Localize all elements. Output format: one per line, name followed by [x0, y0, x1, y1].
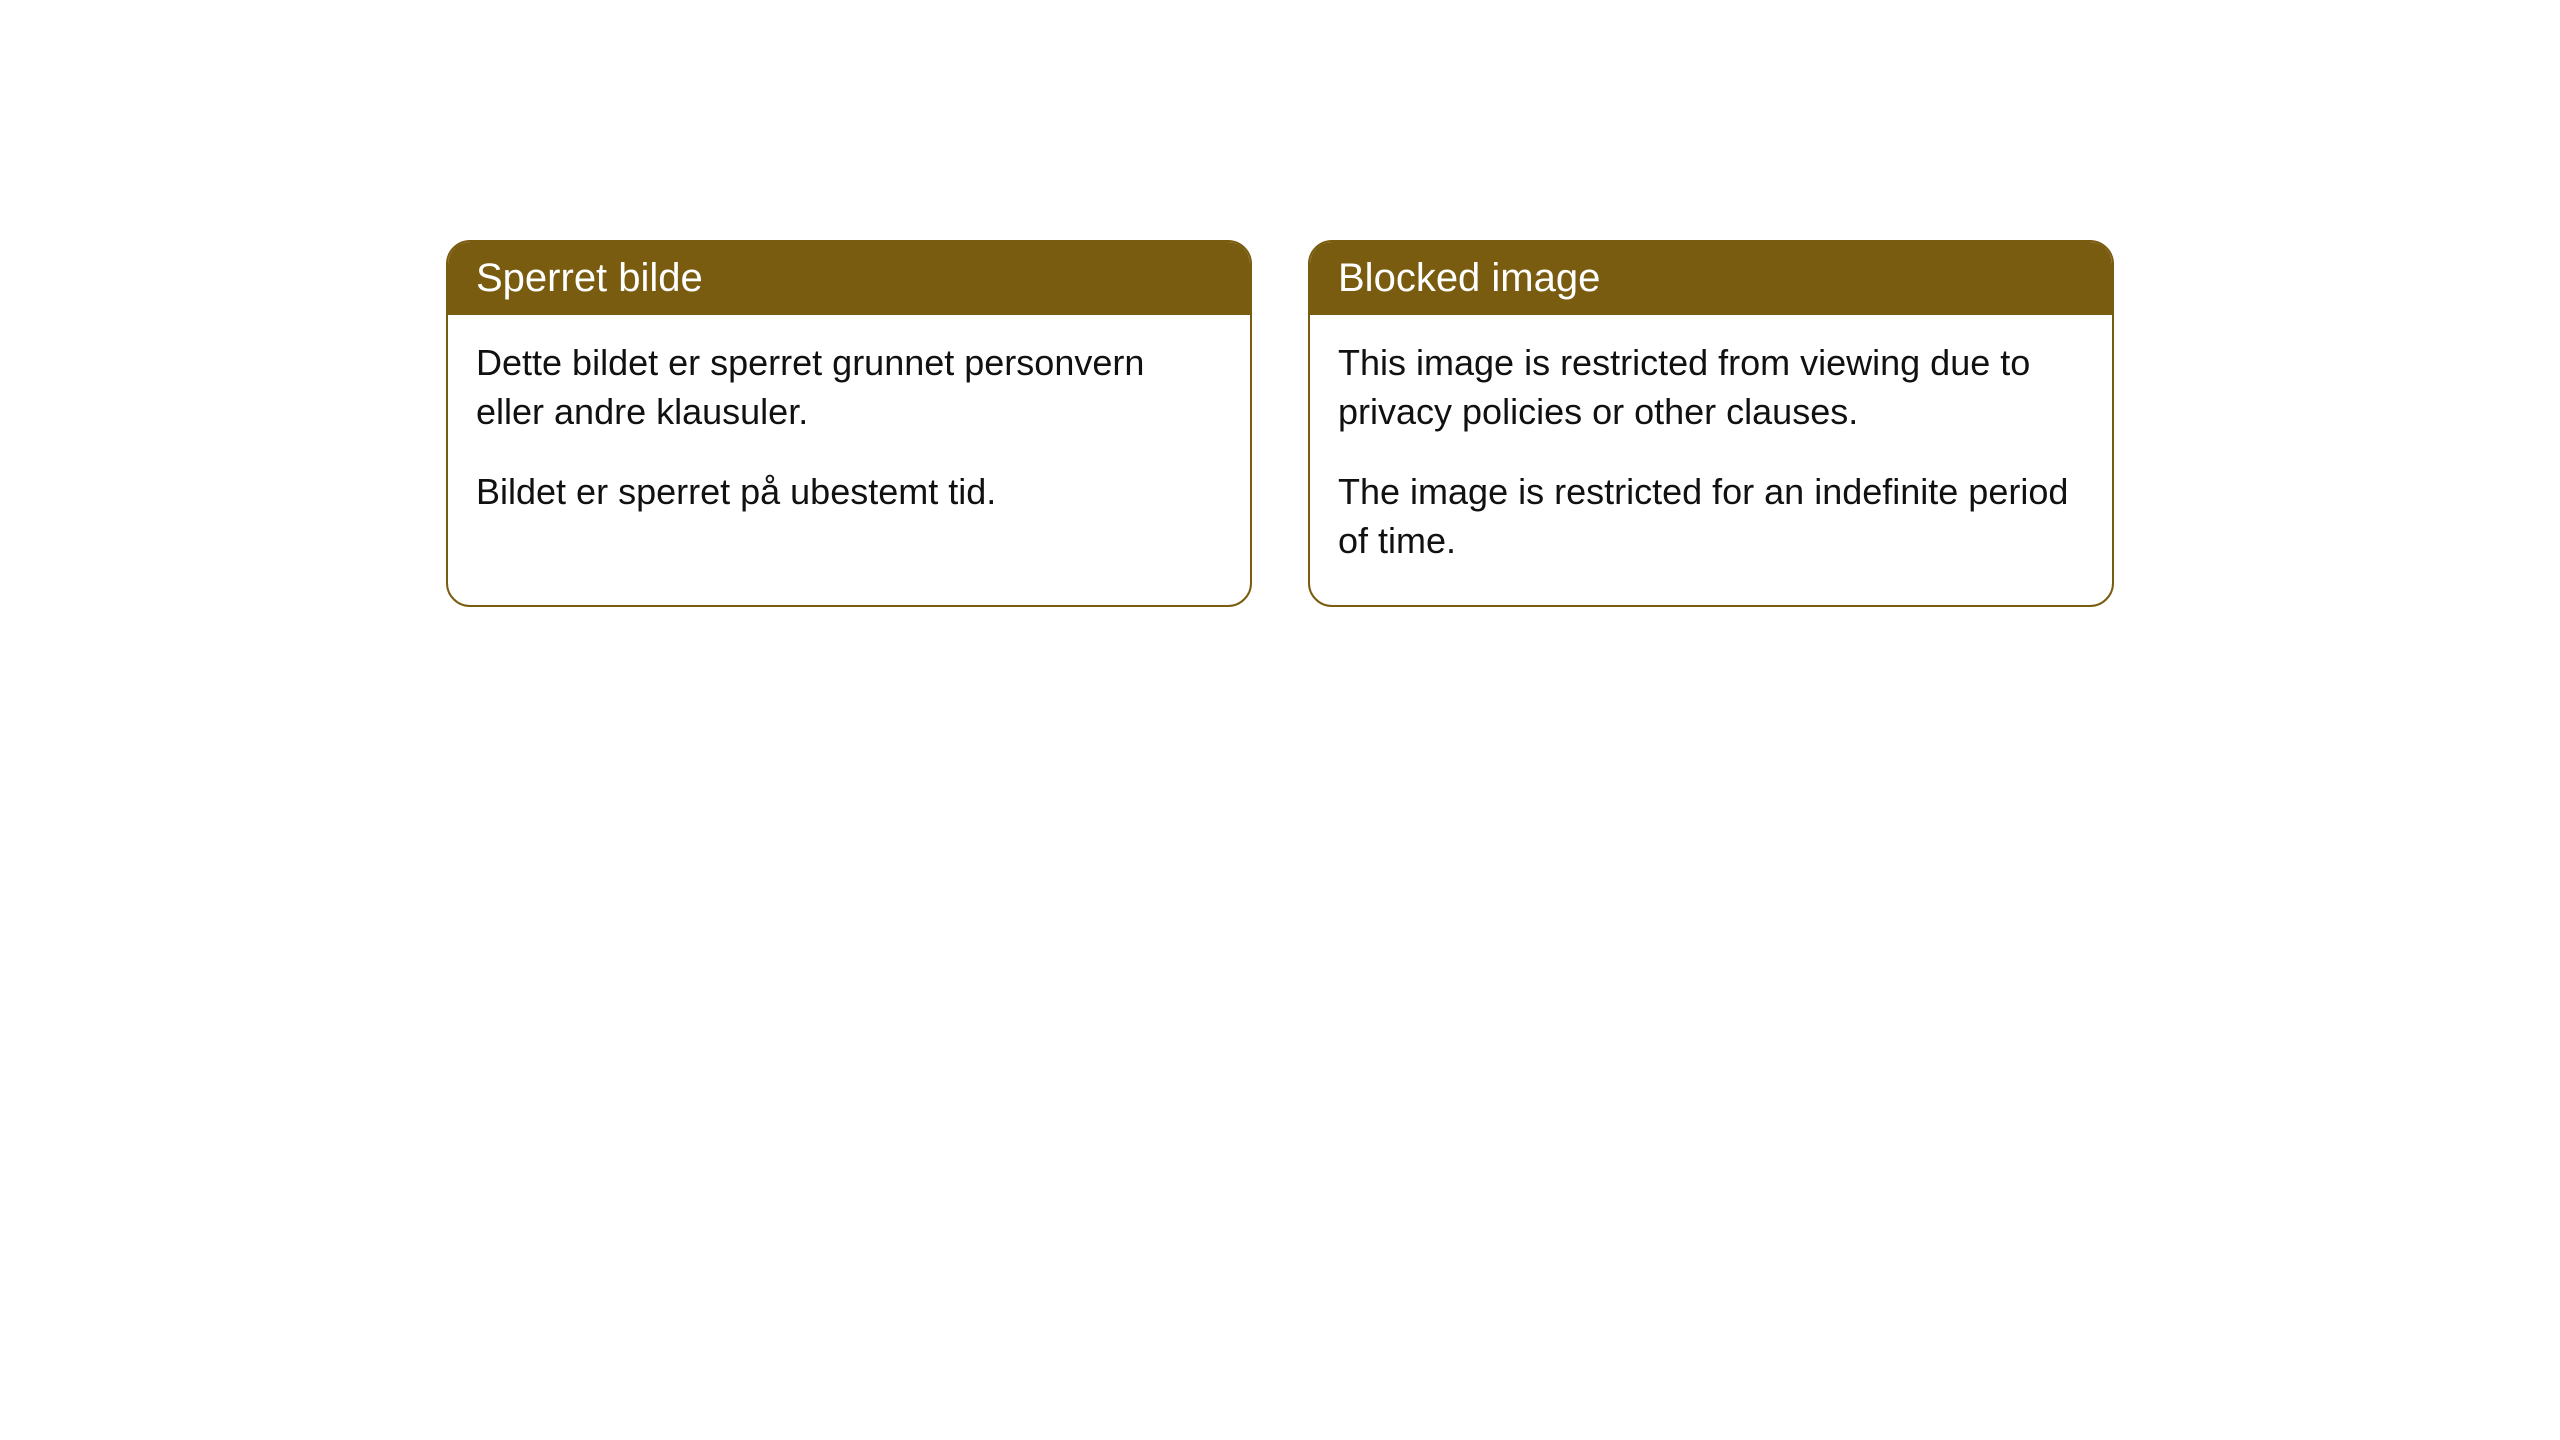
- card-header-norwegian: Sperret bilde: [448, 242, 1250, 315]
- blocked-image-card-norwegian: Sperret bilde Dette bildet er sperret gr…: [446, 240, 1252, 607]
- card-paragraph: Bildet er sperret på ubestemt tid.: [476, 468, 1222, 517]
- notice-cards-container: Sperret bilde Dette bildet er sperret gr…: [446, 240, 2114, 607]
- card-header-english: Blocked image: [1310, 242, 2112, 315]
- card-title: Blocked image: [1338, 256, 1600, 300]
- card-body-norwegian: Dette bildet er sperret grunnet personve…: [448, 315, 1250, 557]
- blocked-image-card-english: Blocked image This image is restricted f…: [1308, 240, 2114, 607]
- card-paragraph: This image is restricted from viewing du…: [1338, 339, 2084, 436]
- card-title: Sperret bilde: [476, 256, 703, 300]
- card-paragraph: The image is restricted for an indefinit…: [1338, 468, 2084, 565]
- card-body-english: This image is restricted from viewing du…: [1310, 315, 2112, 605]
- card-paragraph: Dette bildet er sperret grunnet personve…: [476, 339, 1222, 436]
